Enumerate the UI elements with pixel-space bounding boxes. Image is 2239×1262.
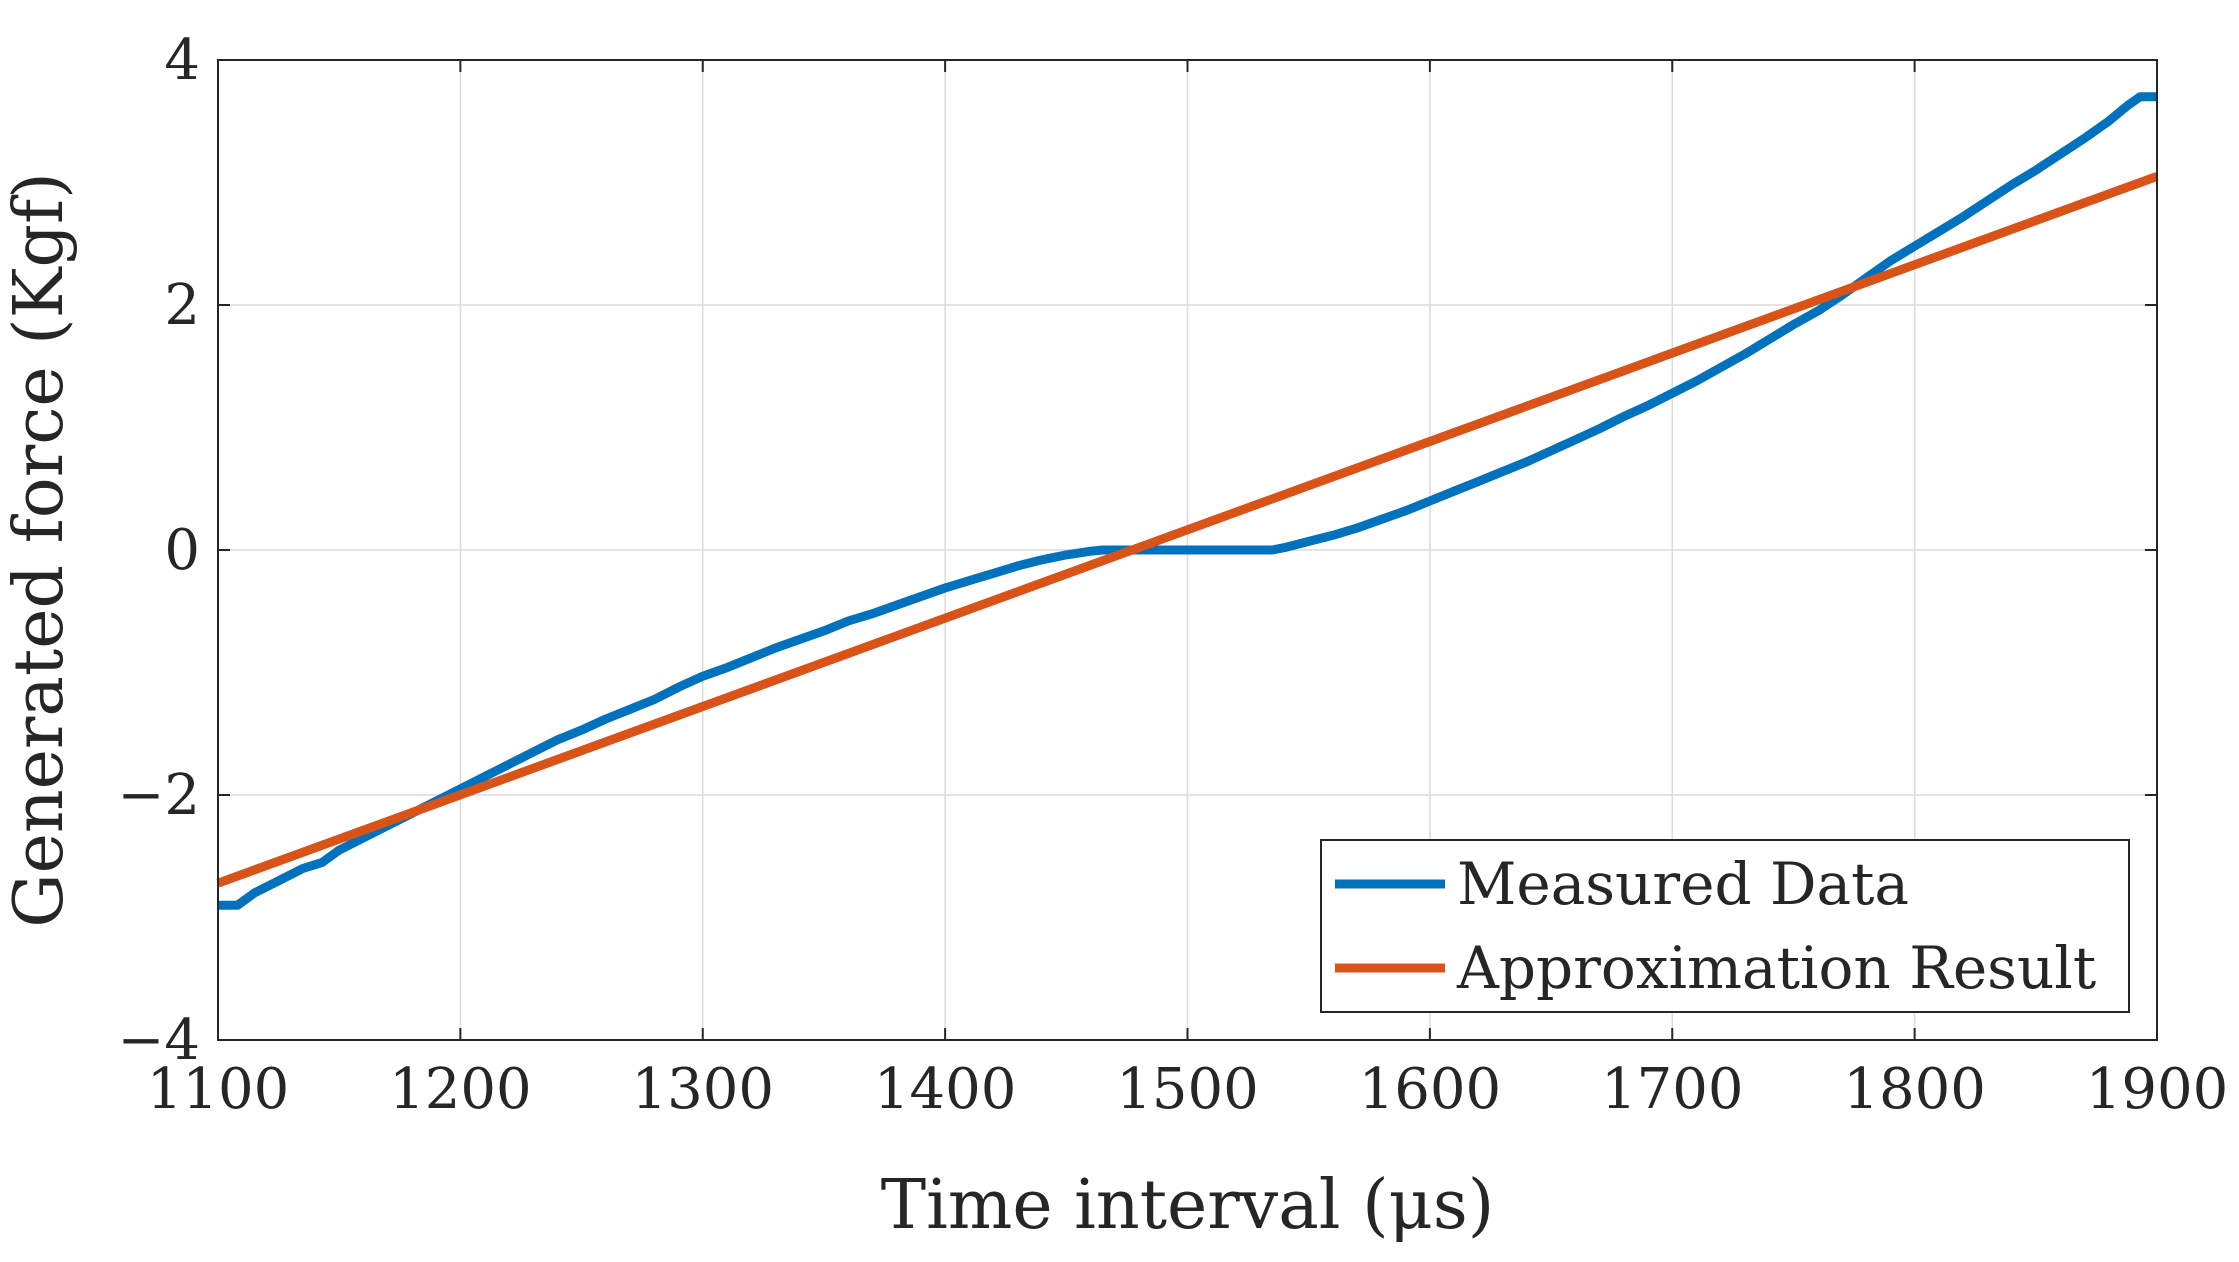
y-axis-label: Generated force (Kgf) [0, 172, 79, 927]
x-tick-label: 1600 [1359, 1057, 1502, 1122]
x-tick-label: 1400 [874, 1057, 1017, 1122]
y-tick-label: 4 [164, 28, 200, 93]
x-tick-label: 1100 [147, 1057, 290, 1122]
legend-box [1320, 839, 2130, 1013]
x-tick-label: 1800 [1843, 1057, 1986, 1122]
legend-label-approximation-result: Approximation Result [1456, 934, 2096, 1002]
x-tick-labels: 1100 1200 1300 1400 1500 1600 1700 1800 1900 [147, 1057, 2229, 1122]
x-tick-label: 1200 [389, 1057, 532, 1122]
y-tick-label: −4 [117, 1008, 200, 1073]
y-tick-label: 2 [164, 273, 200, 338]
series-lines [216, 92, 2159, 910]
x-tick-label: 1900 [2086, 1057, 2229, 1122]
y-tick-labels: −4 −2 0 2 4 [117, 28, 200, 1073]
x-axis-label: Time interval (μs) [881, 1166, 1495, 1245]
legend: Measured Data Approximation Result [1320, 839, 2130, 1013]
y-tick-label: −2 [117, 763, 200, 828]
y-tick-label: 0 [164, 518, 200, 583]
x-tick-label: 1700 [1601, 1057, 1744, 1122]
axis-ticks [217, 59, 2158, 1041]
x-tick-label: 1300 [631, 1057, 774, 1122]
series-line-approximation-result [216, 172, 2159, 888]
x-tick-label: 1500 [1116, 1057, 1259, 1122]
legend-label-measured-data: Measured Data [1457, 850, 1909, 918]
